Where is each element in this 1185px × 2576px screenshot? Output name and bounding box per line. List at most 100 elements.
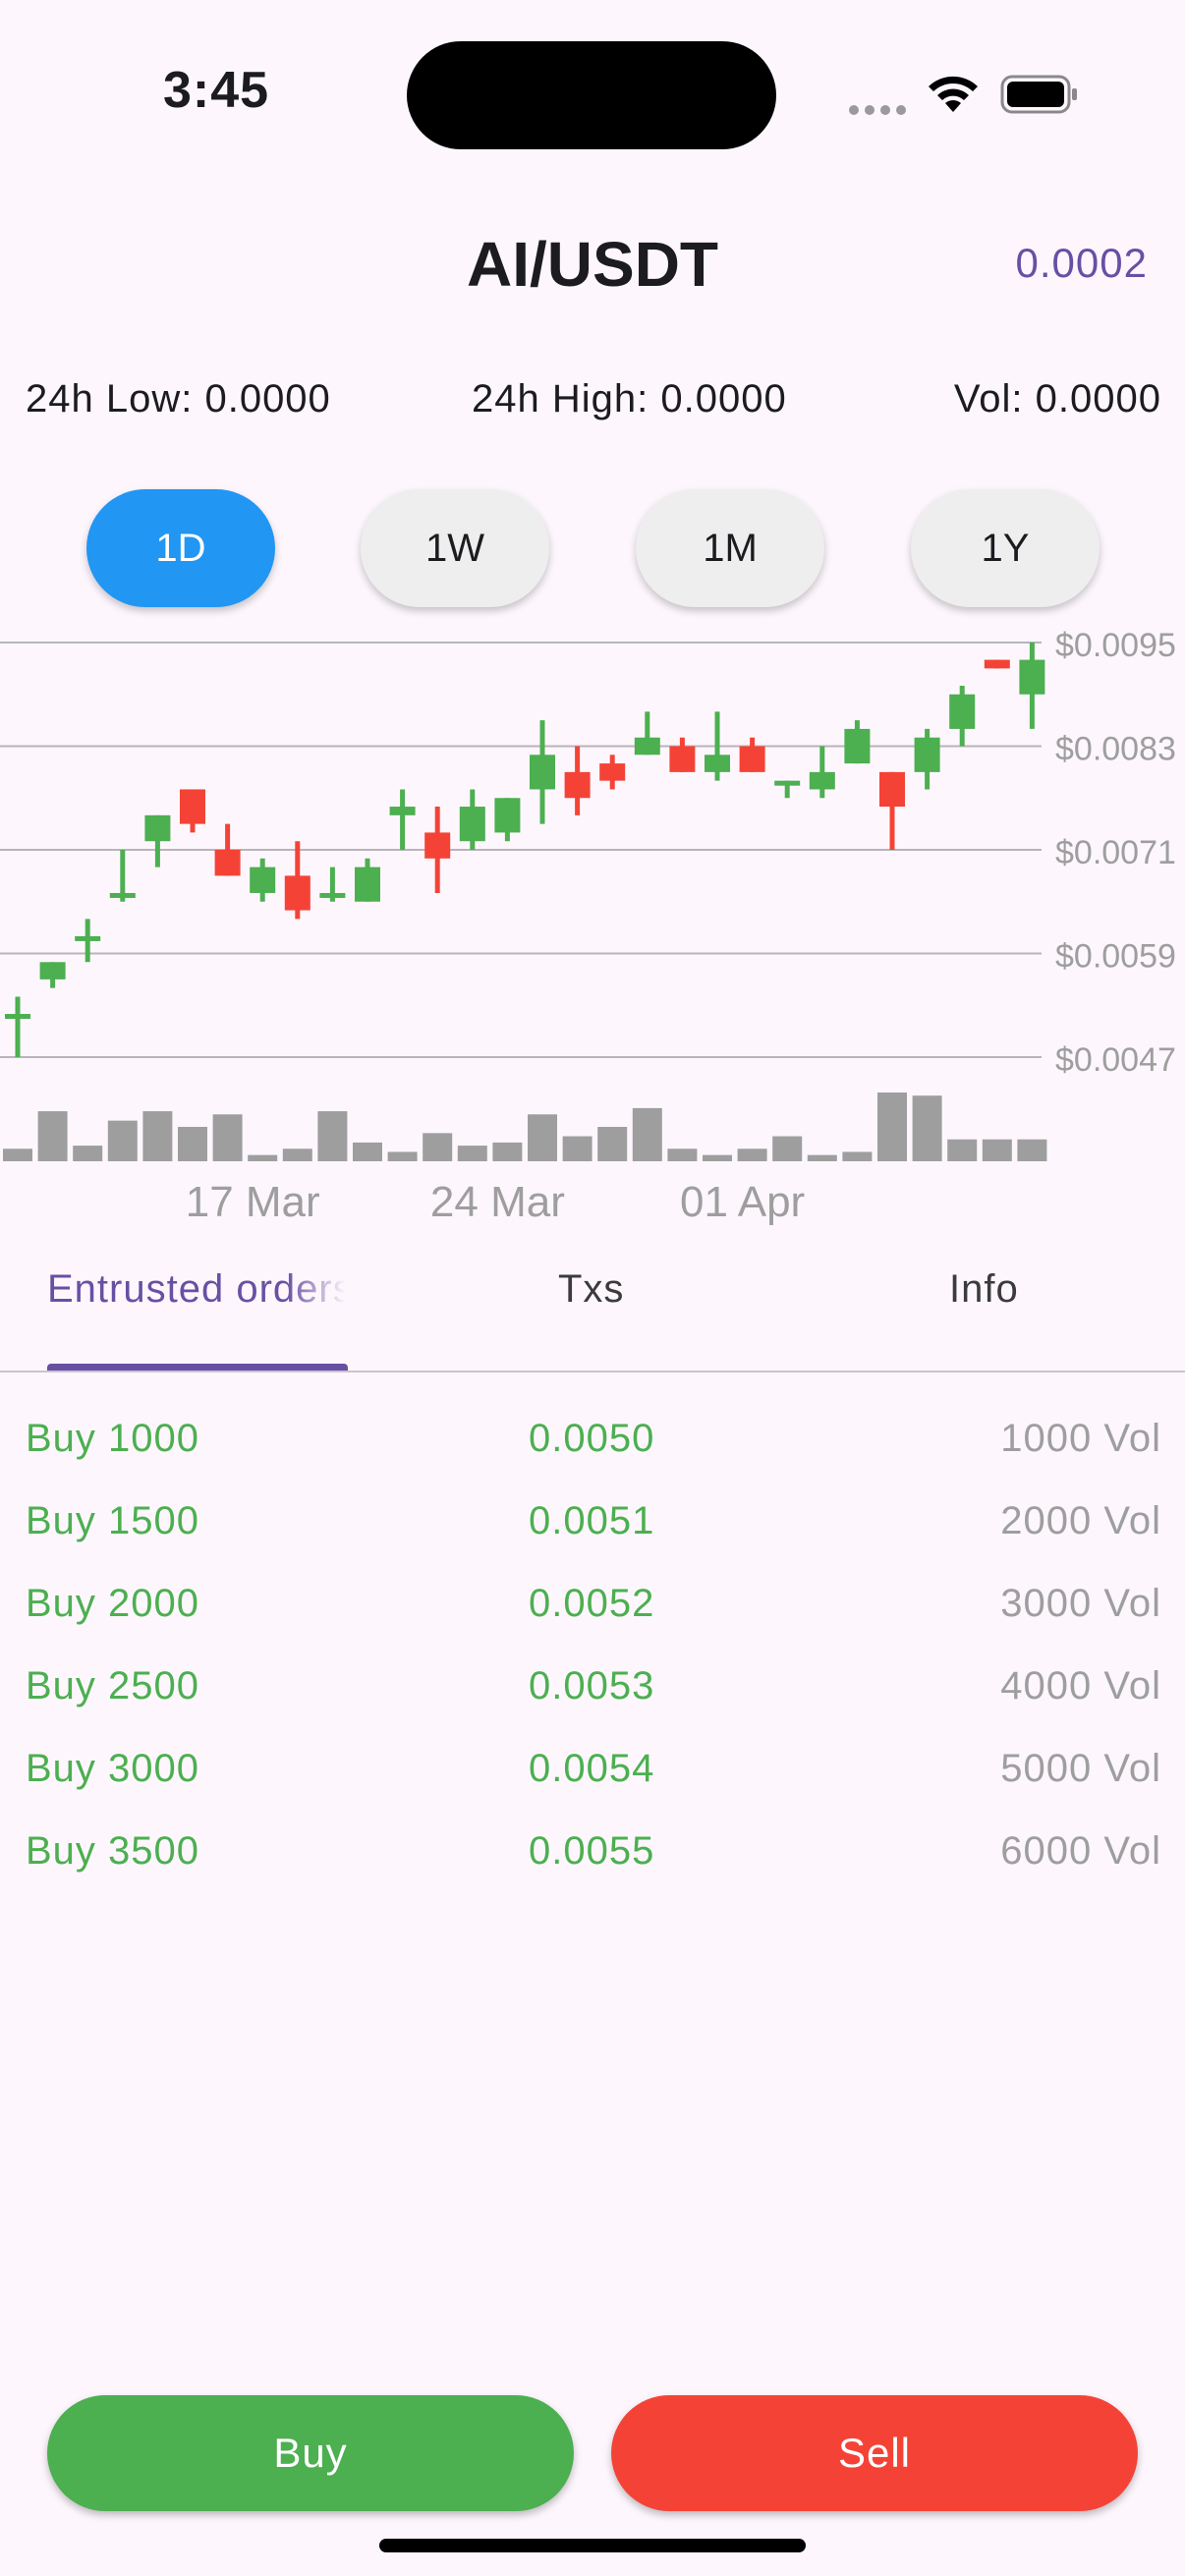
order-price: 0.0053 [529, 1664, 655, 1708]
volume-bar [877, 1092, 907, 1161]
order-price: 0.0051 [529, 1499, 655, 1542]
candle[interactable] [284, 841, 310, 920]
volume-bar [737, 1148, 767, 1161]
volume-bar [317, 1111, 348, 1161]
order-label: Buy 2000 [26, 1582, 200, 1625]
candle[interactable] [355, 858, 380, 902]
candle[interactable] [774, 780, 801, 799]
wifi-icon [929, 76, 978, 112]
candle[interactable] [250, 858, 276, 902]
range-button-1d[interactable]: 1D [86, 489, 275, 607]
y-tick-label: $0.0071 [1055, 834, 1176, 871]
candle[interactable] [564, 746, 591, 815]
x-tick-label: 01 Apr [680, 1178, 805, 1226]
range-button-1y[interactable]: 1Y [911, 489, 1100, 607]
volume-bar [178, 1127, 207, 1161]
x-tick-label: 17 Mar [186, 1178, 320, 1226]
order-volume: 4000 Vol [1000, 1664, 1161, 1708]
candle[interactable] [599, 755, 626, 790]
candle[interactable] [319, 867, 346, 902]
volume-bar [353, 1142, 382, 1161]
buy-button[interactable]: Buy [47, 2395, 574, 2511]
volume-bar [528, 1114, 557, 1161]
candle[interactable] [984, 659, 1010, 669]
order-row: Buy 3000 0.0054 5000 Vol [0, 1747, 1185, 1829]
tab-entrusted-orders[interactable]: Entrusted orders [47, 1267, 346, 1311]
header-price: 0.0002 [1015, 240, 1148, 286]
y-tick-label: $0.0047 [1055, 1041, 1176, 1079]
volume-bar [37, 1111, 68, 1161]
order-volume: 6000 Vol [1000, 1829, 1161, 1873]
order-volume: 5000 Vol [1000, 1747, 1161, 1790]
candle[interactable] [809, 746, 835, 799]
range-button-1w[interactable]: 1W [361, 489, 549, 607]
stat-24h-low: 24h Low: 0.0000 [26, 377, 331, 420]
candle[interactable] [39, 962, 66, 988]
volume-bar [387, 1151, 418, 1161]
volume-bar [73, 1146, 103, 1161]
order-label: Buy 1500 [26, 1499, 200, 1542]
candle[interactable] [5, 996, 30, 1057]
candle[interactable] [634, 711, 660, 756]
order-row: Buy 3500 0.0055 6000 Vol [0, 1829, 1185, 1912]
candle[interactable] [144, 814, 171, 868]
candle[interactable] [424, 807, 451, 893]
stat-volume: Vol: 0.0000 [953, 377, 1161, 420]
candle[interactable] [459, 789, 485, 850]
volume-bar [807, 1154, 837, 1161]
volume-bar [3, 1148, 32, 1161]
sell-button[interactable]: Sell [611, 2395, 1138, 2511]
pair-title: AI/USDT [467, 229, 718, 300]
candle[interactable] [844, 720, 871, 764]
candle[interactable] [494, 798, 521, 842]
volume-bar [142, 1111, 173, 1161]
order-row: Buy 2500 0.0053 4000 Vol [0, 1664, 1185, 1747]
cellular-signal-icon [849, 102, 912, 120]
x-tick-label: 24 Mar [430, 1178, 565, 1226]
order-label: Buy 2500 [26, 1664, 200, 1708]
order-price: 0.0054 [529, 1747, 655, 1790]
order-price: 0.0050 [529, 1417, 655, 1460]
range-button-1m[interactable]: 1M [636, 489, 824, 607]
tab-divider [0, 1371, 1185, 1372]
candle[interactable] [109, 850, 136, 902]
stat-24h-high: 24h High: 0.0000 [472, 377, 787, 420]
volume-bar [912, 1095, 942, 1161]
order-row: Buy 2000 0.0052 3000 Vol [0, 1582, 1185, 1664]
candle[interactable] [949, 685, 976, 747]
volume-bar [947, 1139, 978, 1161]
candlestick-chart[interactable]: $0.0095 $0.0083 $0.0071 $0.0059 $0.0047 17 M… [0, 619, 1185, 1248]
volume-bar [703, 1154, 732, 1161]
volume-bar [107, 1120, 138, 1161]
volume-bar [457, 1146, 487, 1161]
candle[interactable] [530, 720, 555, 824]
volume-bar [423, 1133, 453, 1161]
y-tick-label: $0.0083 [1055, 731, 1176, 768]
order-label: Buy 3500 [26, 1829, 200, 1873]
order-volume: 2000 Vol [1000, 1499, 1161, 1542]
candle[interactable] [739, 737, 765, 772]
volume-bar [982, 1139, 1012, 1161]
candle[interactable] [180, 789, 205, 833]
volume-bar [667, 1148, 698, 1161]
tab-info[interactable]: Info [949, 1267, 1019, 1311]
candle[interactable] [1019, 643, 1045, 729]
order-price: 0.0055 [529, 1829, 655, 1873]
candle[interactable] [879, 771, 905, 850]
candle[interactable] [75, 919, 101, 963]
order-label: Buy 1000 [26, 1417, 200, 1460]
candle[interactable] [389, 789, 416, 850]
y-tick-label: $0.0059 [1055, 938, 1176, 976]
volume-bar [842, 1151, 873, 1161]
candle[interactable] [214, 823, 241, 876]
order-label: Buy 3000 [26, 1747, 200, 1790]
candle[interactable] [705, 711, 730, 781]
volume-bar [282, 1148, 312, 1161]
order-row: Buy 1500 0.0051 2000 Vol [0, 1499, 1185, 1582]
tab-indicator [47, 1364, 348, 1372]
candle[interactable] [669, 737, 696, 772]
order-price: 0.0052 [529, 1582, 655, 1625]
candle[interactable] [914, 728, 940, 790]
battery-icon [1000, 75, 1077, 114]
tab-txs[interactable]: Txs [558, 1267, 625, 1311]
